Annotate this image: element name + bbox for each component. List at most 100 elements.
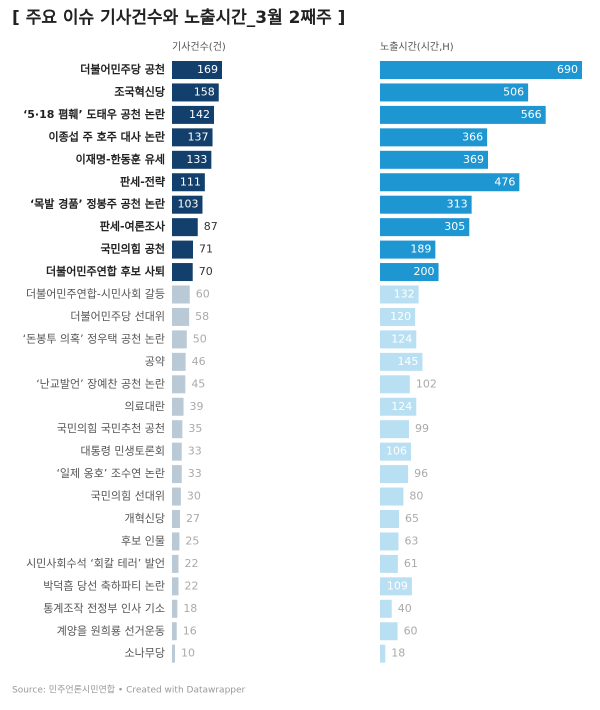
value-label: 60 [196,288,210,301]
bar [172,150,212,169]
bar [380,352,423,371]
category-label: 판세-전략 [120,174,165,188]
series-header: 기사건수(건) [172,41,226,53]
value-label: 120 [390,310,411,323]
value-label: 33 [188,445,202,458]
value-label: 18 [183,602,197,615]
category-label: 국민의힘 선대위 [91,490,165,503]
bar [172,83,219,102]
bar [380,532,399,551]
category-label: 계양을 원희룡 선거운동 [57,624,165,637]
value-label: 58 [195,310,209,323]
value-label: 33 [188,467,202,480]
bar [172,487,181,506]
category-label: 후보 인물 [121,534,165,547]
category-label: 판세-여론조사 [100,219,166,233]
value-label: 40 [398,602,412,615]
bar [380,420,409,439]
value-label: 65 [405,512,419,525]
value-label: 200 [414,265,435,278]
bar [172,240,194,259]
bar [380,375,410,394]
category-label: ‘돈봉투 의혹’ 정우택 공천 논란 [23,331,165,345]
value-label: 158 [194,85,215,98]
value-label: 124 [391,400,412,413]
value-label: 39 [190,400,204,413]
bar [380,577,412,596]
value-label: 18 [391,647,405,660]
value-label: 111 [180,175,201,188]
bar [380,218,470,237]
value-label: 22 [185,557,199,570]
bar [380,128,488,147]
chart-title: [ 주요 이슈 기사건수와 노출시간_3월 2째주 ] [12,8,345,28]
value-label: 169 [197,63,218,76]
bar [380,622,398,641]
category-label: ‘목발 경품’ 정봉주 공천 논란 [30,197,165,211]
category-label: 개혁신당 [125,512,165,525]
bar [380,554,398,573]
bar [172,442,182,461]
bar [172,195,203,214]
value-label: 366 [462,130,483,143]
value-label: 369 [463,153,484,166]
bar [172,532,180,551]
value-label: 476 [494,175,515,188]
category-label: ‘5·18 폄훼’ 도태우 공천 논란 [23,107,165,121]
value-label: 313 [447,198,468,211]
bar [172,397,184,416]
value-label: 142 [189,108,210,121]
category-label: 조국혁신당 [114,84,165,98]
bar [172,599,178,618]
category-label: 박덕흠 당선 축하파티 논란 [43,578,165,592]
category-label: 국민의힘 공천 [100,242,165,256]
bar [172,330,187,349]
bar [172,263,193,282]
category-label: ‘난교발언’ 장예찬 공천 논란 [36,376,165,390]
value-label: 87 [204,220,218,233]
value-label: 63 [404,534,418,547]
category-label: 국민의힘 국민추천 공천 [57,421,165,435]
bar [172,465,182,484]
bar [380,195,472,214]
value-label: 30 [187,490,201,503]
category-label: 더불어민주연합-시민사회 갈등 [26,287,165,301]
value-label: 124 [391,332,412,345]
value-label: 506 [503,85,524,98]
bar [380,510,400,528]
value-label: 80 [409,490,423,503]
value-label: 71 [199,243,213,256]
bar [172,173,205,192]
category-label: 이종섭 주 호주 대사 논란 [48,129,165,143]
value-label: 96 [414,467,428,480]
value-label: 566 [521,108,542,121]
category-label: 시민사회수석 ‘회칼 테러’ 발언 [26,557,165,570]
bar [380,285,419,304]
value-label: 10 [181,647,195,660]
value-label: 109 [387,579,408,592]
bar [172,554,179,573]
bar [172,375,186,394]
bar [172,285,190,304]
bar [380,487,404,506]
value-label: 46 [192,355,206,368]
category-label: 의료대란 [125,400,165,413]
category-label: 소나무당 [125,647,165,660]
bar [172,420,183,439]
bar [172,105,215,124]
value-label: 60 [404,624,418,637]
category-label: ‘일제 옹호’ 조수연 논란 [56,466,165,480]
category-label: 더불어민주당 공천 [80,62,165,76]
bar [380,465,409,484]
value-label: 27 [186,512,200,525]
value-label: 35 [188,422,202,435]
bar [380,397,417,416]
value-label: 16 [183,624,197,637]
value-label: 45 [191,377,205,390]
value-label: 70 [199,265,213,278]
source: Source: 민주언론시민연합 • Created with Datawrap… [12,684,246,696]
value-label: 106 [386,445,407,458]
value-label: 25 [185,534,199,547]
bar [172,352,186,371]
